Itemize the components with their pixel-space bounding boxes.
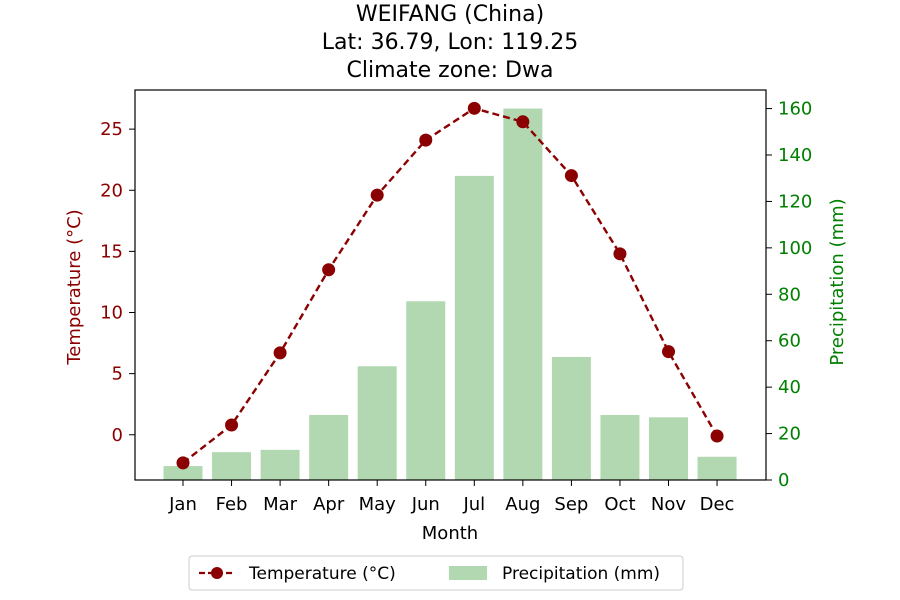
left-tick-label: 5 bbox=[112, 364, 123, 385]
x-tick-label: May bbox=[359, 494, 397, 515]
left-tick-label: 10 bbox=[100, 303, 123, 324]
x-tick-label: Jul bbox=[462, 494, 485, 515]
right-tick-label: 120 bbox=[778, 191, 812, 212]
precipitation-bar-apr bbox=[309, 415, 349, 480]
temperature-point-dec bbox=[710, 429, 724, 443]
legend-temperature-marker bbox=[211, 567, 223, 579]
temperature-point-feb bbox=[225, 418, 239, 432]
precipitation-bar-aug bbox=[503, 108, 543, 481]
x-tick-label: Dec bbox=[700, 494, 735, 515]
chart-legend: Temperature (°C) Precipitation (mm) bbox=[188, 555, 684, 591]
temperature-series bbox=[176, 101, 724, 470]
temperature-point-oct bbox=[613, 247, 627, 261]
x-axis-label: Month bbox=[422, 523, 478, 544]
precipitation-bar-sep bbox=[551, 356, 591, 480]
temperature-point-sep bbox=[564, 169, 578, 183]
x-tick-label: Aug bbox=[505, 494, 540, 515]
temperature-point-mar bbox=[273, 346, 287, 360]
x-tick-label: Oct bbox=[604, 494, 635, 515]
precipitation-bar-jun bbox=[406, 301, 446, 480]
right-tick-label: 0 bbox=[778, 470, 789, 491]
legend-frame bbox=[188, 555, 684, 591]
right-tick-label: 100 bbox=[778, 238, 812, 259]
chart-title-line-1: WEIFANG (China) bbox=[356, 2, 544, 27]
left-tick-label: 0 bbox=[112, 425, 123, 446]
precipitation-bar-nov bbox=[649, 417, 688, 480]
chart-title: WEIFANG (China) Lat: 36.79, Lon: 119.25 … bbox=[322, 2, 578, 83]
right-tick-label: 40 bbox=[778, 377, 801, 398]
right-tick-label: 160 bbox=[778, 99, 812, 120]
chart-title-line-3: Climate zone: Dwa bbox=[347, 58, 554, 83]
left-tick-label: 15 bbox=[100, 241, 123, 262]
plot-area-frame bbox=[134, 89, 767, 481]
right-axis-label: Precipitation (mm) bbox=[827, 198, 848, 365]
left-tick-label: 20 bbox=[100, 180, 123, 201]
precipitation-bar-jul bbox=[454, 175, 494, 480]
temperature-point-aug bbox=[516, 115, 530, 129]
left-axis-label: Temperature (°C) bbox=[64, 209, 85, 365]
precipitation-bar-mar bbox=[260, 449, 300, 480]
temperature-point-jul bbox=[467, 101, 481, 115]
precipitation-bar-dec bbox=[697, 456, 737, 480]
precipitation-bar-feb bbox=[212, 452, 252, 480]
chart-title-line-2: Lat: 36.79, Lon: 119.25 bbox=[322, 30, 578, 55]
x-axis-ticks: Jan Feb Mar Apr May Jun Jul Aug Sep Oct Nov Dec bbox=[168, 480, 734, 515]
precipitation-bar-oct bbox=[600, 415, 640, 480]
temperature-point-may bbox=[370, 188, 384, 202]
temperature-point-jun bbox=[419, 133, 433, 147]
x-tick-label: Sep bbox=[554, 494, 588, 515]
right-tick-label: 60 bbox=[778, 331, 801, 352]
x-tick-label: Feb bbox=[216, 494, 248, 515]
x-tick-label: Mar bbox=[263, 494, 298, 515]
temperature-line bbox=[182, 107, 719, 464]
temperature-point-nov bbox=[662, 345, 675, 359]
x-tick-label: Jun bbox=[411, 494, 440, 515]
precipitation-bars bbox=[163, 108, 737, 481]
left-tick-label: 25 bbox=[100, 119, 123, 140]
legend-precipitation-label: Precipitation (mm) bbox=[502, 564, 660, 584]
temperature-point-apr bbox=[322, 263, 336, 277]
x-tick-label: Nov bbox=[651, 494, 686, 515]
legend-temperature-label: Temperature (°C) bbox=[248, 564, 396, 584]
precipitation-bar-jan bbox=[163, 466, 203, 480]
precipitation-bar-may bbox=[357, 366, 397, 480]
x-tick-label: Apr bbox=[313, 494, 345, 515]
right-tick-label: 140 bbox=[778, 145, 812, 166]
temperature-point-jan bbox=[176, 456, 190, 470]
legend-precipitation-swatch bbox=[449, 566, 487, 580]
left-axis-ticks: 0 5 10 15 20 25 bbox=[100, 119, 135, 446]
right-tick-label: 80 bbox=[778, 284, 801, 305]
right-tick-label: 20 bbox=[778, 424, 801, 445]
x-tick-label: Jan bbox=[168, 494, 197, 515]
right-axis-ticks: 0 20 40 60 80 100 120 140 160 bbox=[766, 99, 812, 491]
